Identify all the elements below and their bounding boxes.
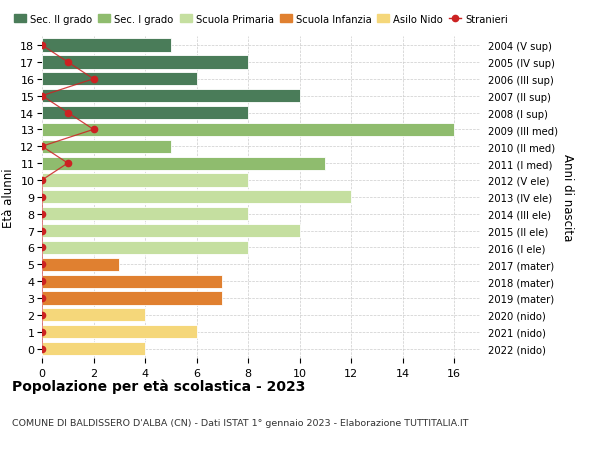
Bar [42, 140, 171, 153]
Y-axis label: Anni di nascita: Anni di nascita [562, 154, 574, 241]
Text: Popolazione per età scolastica - 2023: Popolazione per età scolastica - 2023 [12, 379, 305, 393]
Bar [42, 258, 119, 271]
Bar [42, 241, 248, 254]
Bar [42, 325, 197, 338]
Bar [42, 224, 299, 238]
Legend: Sec. II grado, Sec. I grado, Scuola Primaria, Scuola Infanzia, Asilo Nido, Stran: Sec. II grado, Sec. I grado, Scuola Prim… [10, 11, 512, 28]
Y-axis label: Età alunni: Età alunni [2, 168, 14, 227]
Text: COMUNE DI BALDISSERO D'ALBA (CN) - Dati ISTAT 1° gennaio 2023 - Elaborazione TUT: COMUNE DI BALDISSERO D'ALBA (CN) - Dati … [12, 418, 469, 427]
Bar [42, 123, 454, 137]
Bar [42, 90, 299, 103]
Bar [42, 342, 145, 355]
Bar [42, 174, 248, 187]
Bar [42, 56, 248, 69]
Bar [42, 308, 145, 322]
Bar [42, 157, 325, 170]
Bar [42, 73, 197, 86]
Bar [42, 191, 351, 204]
Bar [42, 207, 248, 221]
Bar [42, 106, 248, 120]
Bar [42, 275, 223, 288]
Bar [42, 292, 223, 305]
Bar [42, 39, 171, 52]
